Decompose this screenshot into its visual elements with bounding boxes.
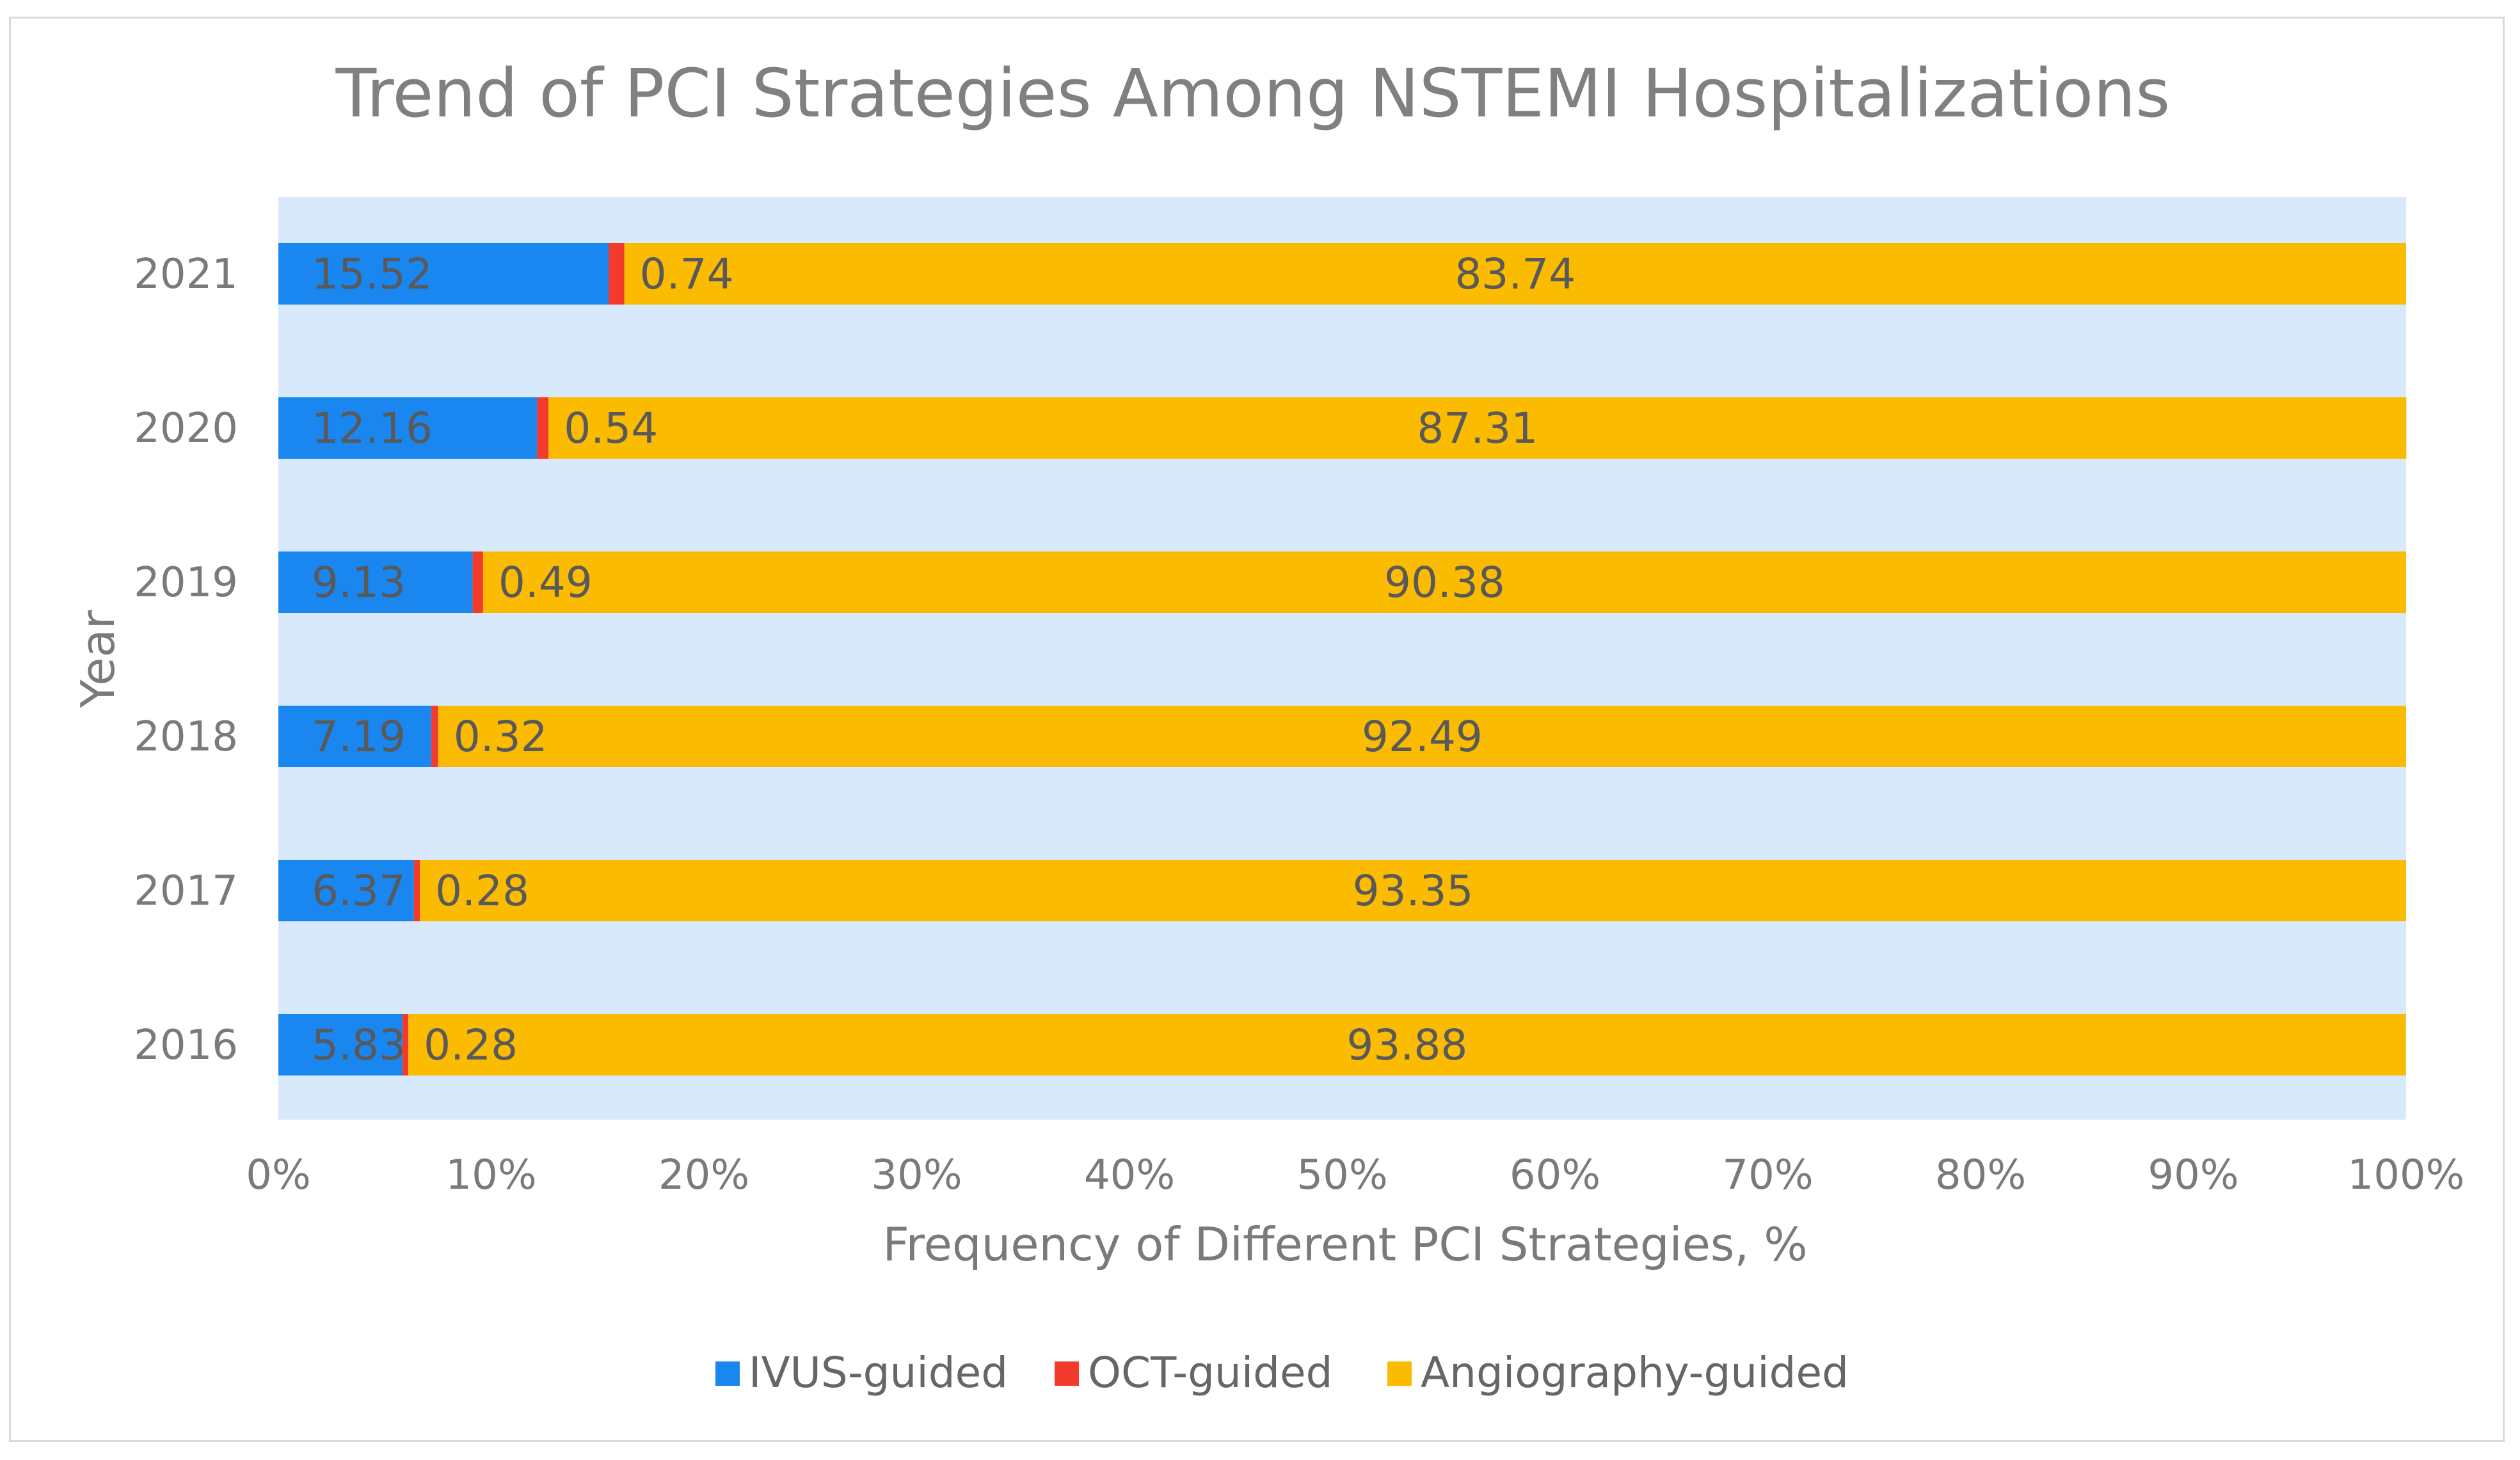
- data-label-ivus-guided-2019: 9.13: [312, 558, 406, 607]
- x-tick-label: 20%: [658, 1152, 749, 1199]
- x-tick-label: 10%: [445, 1152, 536, 1199]
- x-tick-label: 70%: [1722, 1152, 1813, 1199]
- bar-angiography-guided-2021: [624, 243, 2406, 305]
- bar-angiography-guided-2019: [482, 551, 2406, 613]
- data-label-oct-guided-2021: 0.74: [640, 250, 734, 299]
- legend-swatch-oct-guided: [1055, 1361, 1079, 1386]
- legend-label-ivus-guided: IVUS-guided: [749, 1348, 1008, 1397]
- y-tick-label: 2019: [134, 559, 238, 607]
- y-tick-label: 2016: [134, 1022, 238, 1069]
- bar-ivus-guided-2017: [278, 860, 414, 921]
- data-labels-group: 15.52 0.74 83.74 12.16 0.54 87.31 9.13 0.49 90.3…: [312, 250, 1575, 1070]
- x-axis-ticks: 0% 10% 20% 30% 40% 50% 60% 70% 80% 90% 100%: [246, 1152, 2464, 1199]
- y-axis-ticks: 2021 2020 2019 2018 2017 2016: [134, 251, 238, 1069]
- bar-oct-guided-2020: [537, 397, 549, 459]
- bar-ivus-guided-2021: [278, 243, 609, 305]
- legend-swatch-ivus-guided: [715, 1361, 740, 1386]
- bar-oct-guided-2018: [431, 706, 438, 767]
- data-label-oct-guided-2016: 0.28: [424, 1020, 518, 1070]
- x-tick-label: 40%: [1084, 1152, 1175, 1199]
- y-tick-label: 2018: [134, 713, 238, 761]
- legend-label-oct-guided: OCT-guided: [1088, 1348, 1333, 1397]
- x-tick-label: 60%: [1510, 1152, 1600, 1199]
- bar-oct-guided-2016: [402, 1014, 409, 1075]
- data-label-ivus-guided-2018: 7.19: [312, 712, 406, 761]
- bar-oct-guided-2021: [609, 243, 625, 305]
- data-label-ivus-guided-2021: 15.52: [312, 250, 433, 299]
- y-tick-label: 2020: [134, 405, 238, 452]
- bar-angiography-guided-2020: [548, 397, 2407, 459]
- bar-ivus-guided-2016: [278, 1014, 403, 1075]
- bar-oct-guided-2019: [472, 551, 483, 613]
- bar-ivus-guided-2018: [278, 706, 432, 767]
- x-tick-label: 30%: [871, 1152, 962, 1199]
- data-label-angiography-guided-2021: 83.74: [1455, 250, 1575, 299]
- legend: IVUS-guided OCT-guided Angiography-guided: [715, 1348, 1849, 1397]
- bar-angiography-guided-2018: [438, 706, 2406, 767]
- chart-title: Trend of PCI Strategies Among NSTEMI Hos…: [335, 54, 2171, 132]
- bar-oct-guided-2017: [413, 860, 420, 921]
- data-label-angiography-guided-2016: 93.88: [1346, 1020, 1467, 1070]
- legend-label-angiography-guided: Angiography-guided: [1421, 1348, 1849, 1397]
- bar-ivus-guided-2019: [278, 551, 473, 613]
- data-label-angiography-guided-2020: 87.31: [1417, 404, 1538, 453]
- data-label-ivus-guided-2017: 6.37: [312, 866, 406, 916]
- data-label-ivus-guided-2020: 12.16: [312, 404, 433, 453]
- x-tick-label: 0%: [246, 1152, 311, 1199]
- x-tick-label: 50%: [1296, 1152, 1387, 1199]
- data-label-oct-guided-2018: 0.32: [454, 712, 548, 761]
- data-label-angiography-guided-2017: 93.35: [1353, 866, 1474, 916]
- bar-angiography-guided-2016: [408, 1014, 2406, 1075]
- data-label-oct-guided-2019: 0.49: [498, 558, 593, 607]
- data-label-oct-guided-2020: 0.54: [564, 404, 658, 453]
- plot-area: [278, 197, 2406, 1120]
- legend-swatch-angiography-guided: [1387, 1361, 1412, 1386]
- x-axis-label: Frequency of Different PCI Strategies, %: [882, 1218, 1807, 1271]
- y-tick-label: 2021: [134, 251, 238, 298]
- x-tick-label: 90%: [2148, 1152, 2238, 1199]
- x-tick-label: 100%: [2348, 1152, 2465, 1199]
- bar-ivus-guided-2020: [278, 397, 538, 459]
- y-axis-label: Year: [71, 610, 125, 708]
- y-tick-label: 2017: [134, 868, 238, 915]
- data-label-angiography-guided-2019: 90.38: [1384, 558, 1505, 607]
- data-label-angiography-guided-2018: 92.49: [1362, 712, 1483, 761]
- data-label-oct-guided-2017: 0.28: [435, 866, 529, 916]
- x-tick-label: 80%: [1935, 1152, 2026, 1199]
- data-label-ivus-guided-2016: 5.83: [312, 1020, 406, 1070]
- bars-group: [278, 243, 2407, 1075]
- bar-angiography-guided-2017: [420, 860, 2406, 921]
